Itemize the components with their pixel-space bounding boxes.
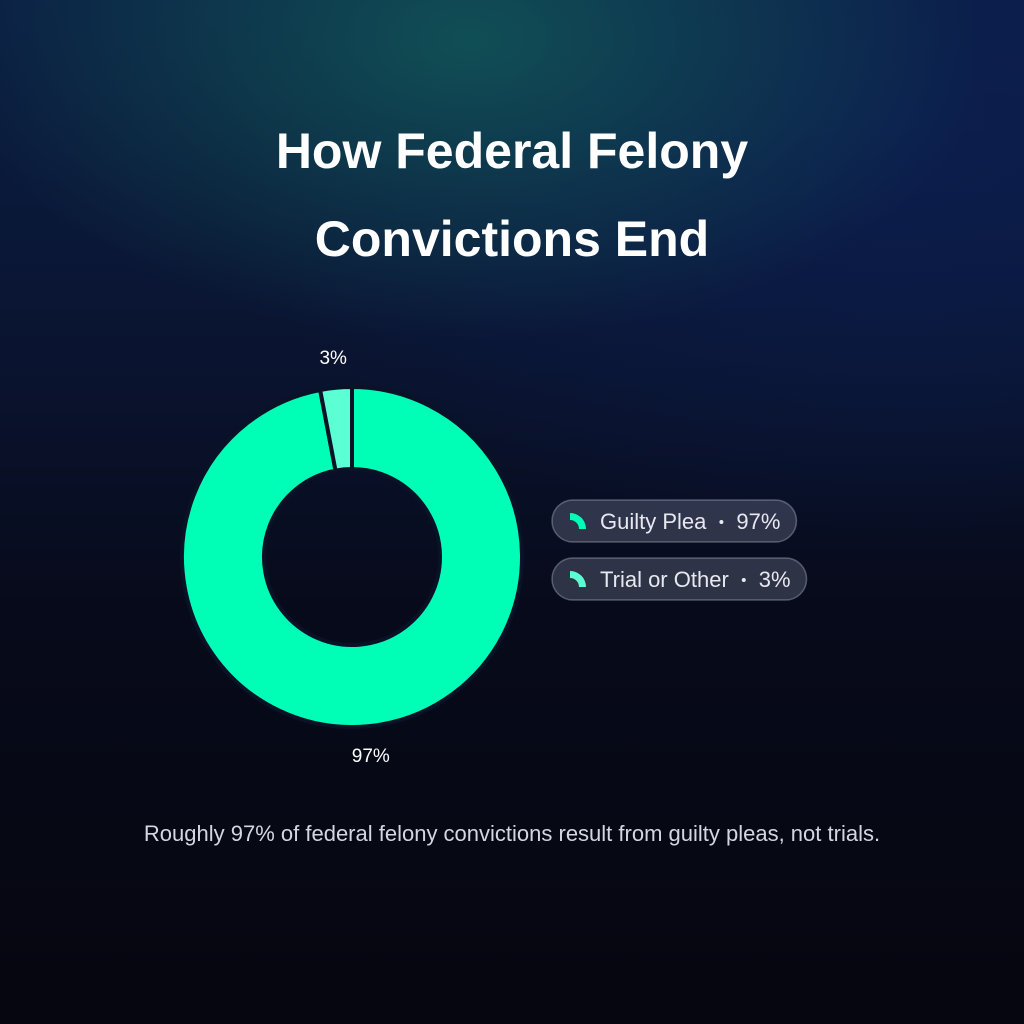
legend-pill [551, 499, 798, 543]
value-label: 97% [352, 746, 390, 767]
legend-icon [570, 513, 586, 529]
donut-slice [317, 384, 354, 473]
legend-pill [551, 557, 808, 601]
caption: Roughly 97% of federal felony conviction… [143, 821, 881, 846]
value-label: 3% [319, 348, 347, 369]
donut-slice [180, 384, 524, 729]
chart-title-line: How Federal Felony Convictions End [276, 123, 749, 267]
legend-icon [570, 571, 586, 587]
legend-value: 3% [759, 567, 791, 592]
legend-item: Guilty Plea 97% [551, 499, 798, 543]
legend-separator [719, 520, 724, 524]
legend-separator [741, 578, 746, 582]
legend-item: Trial or Other 3% [551, 557, 808, 601]
legend-label: Guilty Plea [600, 509, 707, 534]
legend-label: Trial or Other [600, 567, 729, 592]
legend-value: 97% [736, 509, 780, 534]
